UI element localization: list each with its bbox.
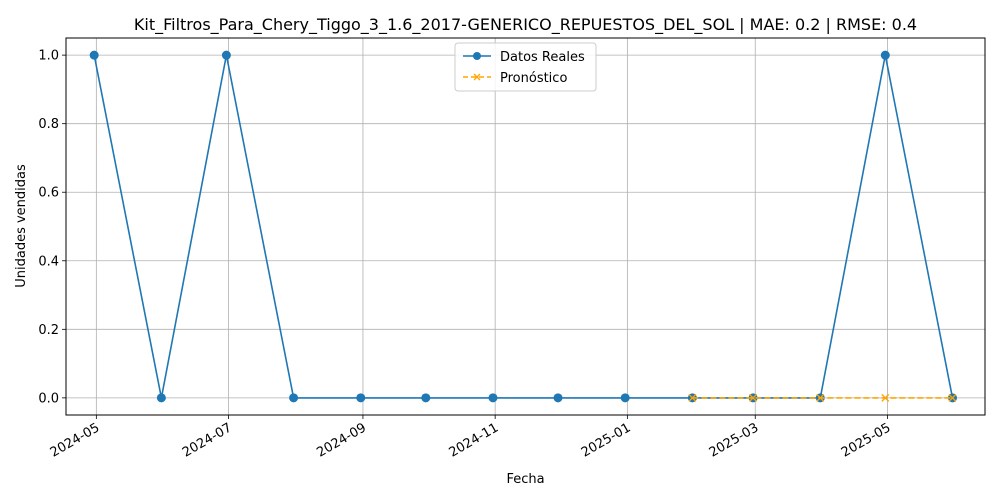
series-line-0	[93, 54, 954, 399]
data-point-real	[89, 50, 99, 60]
plot-frame	[65, 37, 986, 416]
data-point-real	[620, 393, 630, 403]
data-point-real	[880, 50, 890, 60]
ticks: 2024-05 2024-07 2024-09 2024-11 2025-01 2025-…	[38, 49, 893, 461]
data-point-real	[289, 393, 299, 403]
y-tick-label: 0.2	[38, 323, 59, 338]
x-axis-label: Fecha	[506, 472, 544, 487]
y-tick-label: 0.6	[38, 186, 59, 201]
data-point-real	[488, 393, 498, 403]
data-point-real	[421, 393, 431, 403]
y-tick-label: 0.4	[38, 254, 59, 269]
y-axis-label: Unidades vendidas	[14, 164, 29, 288]
legend-box	[454, 42, 597, 92]
data-point-real	[221, 50, 231, 60]
data-point-real	[553, 393, 563, 403]
x-tick-label: 2024-05	[48, 420, 103, 460]
series-layer	[89, 50, 957, 403]
y-tick-label: 0.8	[38, 117, 59, 132]
legend: Datos Reales Pronóstico	[454, 42, 597, 92]
grid	[66, 38, 985, 415]
x-tick-label: 2025-05	[839, 420, 894, 460]
x-tick-label: 2024-11	[447, 420, 502, 460]
data-point-forecast	[816, 393, 825, 402]
data-point-forecast	[688, 393, 697, 402]
legend-marker-real	[473, 52, 481, 60]
y-tick-label: 1.0	[38, 49, 59, 64]
data-point-forecast	[881, 393, 890, 402]
legend-label-real: Datos Reales	[500, 50, 585, 65]
x-tick-label: 2025-01	[579, 420, 634, 460]
legend-marker-forecast	[473, 73, 481, 81]
x-tick-label: 2024-07	[180, 420, 235, 460]
chart-title: Kit_Filtros_Para_Chery_Tiggo_3_1.6_2017-…	[134, 15, 917, 35]
data-point-real	[156, 393, 166, 403]
data-point-forecast	[948, 393, 957, 402]
data-point-forecast	[749, 393, 758, 402]
y-tick-label: 0.0	[38, 391, 59, 406]
legend-label-forecast: Pronóstico	[500, 71, 567, 86]
x-tick-label: 2025-03	[707, 420, 762, 460]
data-point-real	[356, 393, 366, 403]
x-tick-label: 2024-09	[314, 420, 369, 460]
